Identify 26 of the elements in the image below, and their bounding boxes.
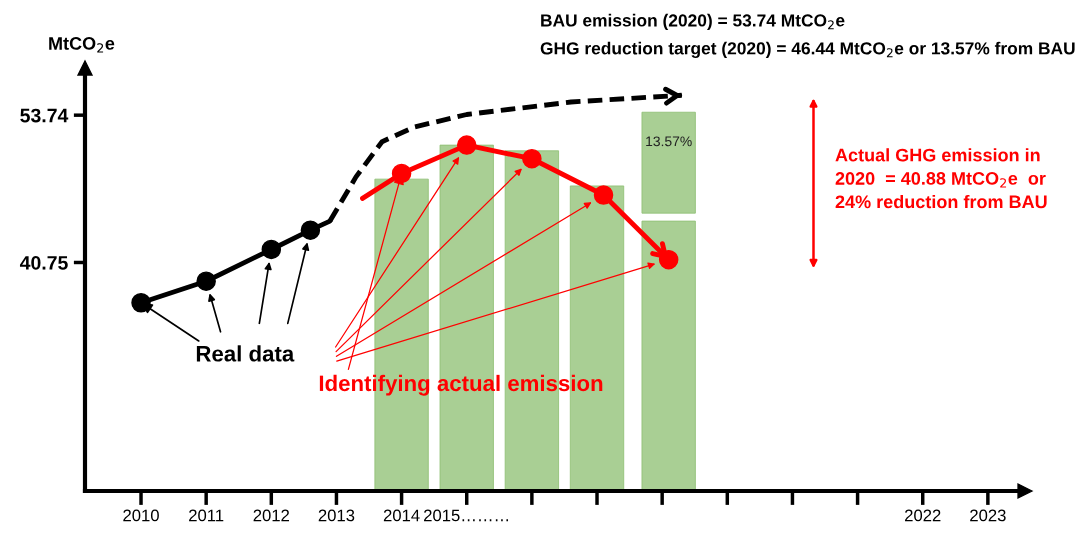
y-tick-label: 53.74 xyxy=(20,108,69,123)
point xyxy=(456,135,477,155)
x-tick-label: 2022 xyxy=(905,509,941,522)
text: GHG reduction target (2020) = 46.44 MtCO$_{2}$e or 13.57% from BAU xyxy=(540,41,1075,59)
annotation: Real data xyxy=(196,345,295,362)
point xyxy=(300,220,321,240)
annotation: Actual GHG emission in 2020 = 40.88 MtCO$_{2}$e or 24% reduction from BAU xyxy=(835,148,1047,209)
point xyxy=(196,271,216,291)
y-tick-label: 40.75 xyxy=(19,255,68,270)
point xyxy=(131,292,151,313)
annotation: 13.57% xyxy=(646,136,692,147)
x-tick-label: 2015……… xyxy=(424,509,509,522)
x-tick-label: 2014 xyxy=(383,509,420,522)
y-axis-title: MtCO$_{2}$e xyxy=(49,37,115,53)
point xyxy=(391,163,412,184)
x-tick-label: 2013 xyxy=(318,509,355,522)
x-tick-label: 2011 xyxy=(189,509,224,522)
point xyxy=(658,249,679,270)
annotation: Identifying actual emission xyxy=(319,374,603,396)
x-tick-label: 2010 xyxy=(123,509,159,522)
point xyxy=(261,239,282,260)
text: BAU emission (2020) = 53.74 MtCO$_{2}$e xyxy=(541,13,845,31)
point xyxy=(522,148,542,169)
point xyxy=(593,185,614,205)
x-tick-label: 2012 xyxy=(253,509,290,522)
x-tick-label: 2023 xyxy=(970,509,1006,522)
